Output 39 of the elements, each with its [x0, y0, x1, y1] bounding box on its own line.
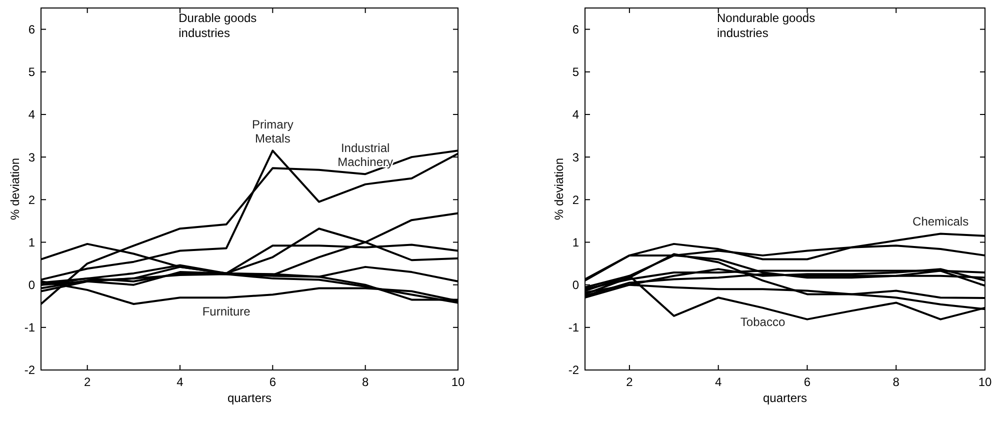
y-tick-label: 4: [28, 108, 36, 122]
x-tick-label: 10: [978, 375, 992, 389]
x-tick-label: 8: [892, 375, 900, 389]
y-tick-label: 6: [572, 22, 580, 36]
annotation: Primary Metals: [252, 118, 294, 146]
y-tick-label: 2: [28, 192, 36, 207]
y-tick-label: -2: [24, 363, 36, 378]
x-axis-title: quarters: [227, 391, 272, 405]
x-tick-label: 4: [176, 375, 184, 389]
y-tick-label: 1: [572, 235, 580, 250]
y-tick-label: 4: [572, 108, 580, 122]
x-tick-label: 8: [362, 375, 369, 389]
y-tick-label: 0: [28, 278, 36, 292]
x-tick-label: 6: [804, 375, 811, 389]
y-tick-label: 1: [28, 235, 36, 250]
x-tick-label: 2: [626, 375, 634, 389]
y-tick-label: 0: [572, 278, 580, 292]
y-tick-label: 6: [28, 22, 36, 36]
text: Durable goods industries: [178, 11, 257, 40]
annotation: Furniture: [202, 304, 251, 319]
y-axis-title: % deviation: [8, 158, 22, 220]
x-tick-label: 10: [451, 375, 465, 389]
y-tick-label: -2: [568, 363, 580, 378]
y-tick-label: -1: [24, 320, 36, 335]
text: Nondurable goods industries: [717, 11, 816, 40]
x-axis-title: quarters: [762, 391, 808, 405]
x-tick-label: 4: [714, 375, 722, 389]
annotation: Tobacco: [740, 314, 786, 329]
y-tick-label: 5: [28, 65, 36, 80]
y-tick-label: 5: [572, 65, 580, 80]
x-tick-label: 2: [84, 375, 91, 389]
y-tick-label: 2: [572, 192, 580, 207]
x-tick-label: 6: [269, 375, 276, 389]
y-tick-label: -1: [568, 320, 580, 335]
annotation: Industrial Machinery: [338, 141, 394, 170]
y-axis-title: % deviation: [552, 158, 566, 220]
annotation: Chemicals: [912, 214, 969, 229]
y-tick-label: 3: [572, 150, 580, 164]
y-tick-label: 3: [28, 150, 36, 164]
